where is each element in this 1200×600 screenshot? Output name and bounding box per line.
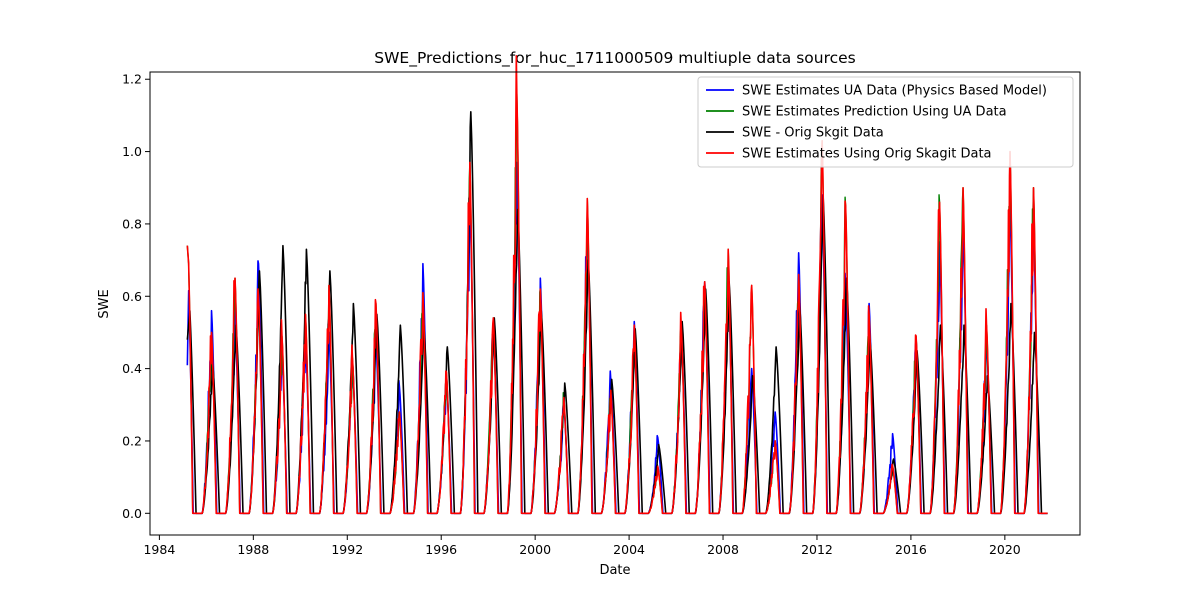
legend-label: SWE Estimates Using Orig Skagit Data [742,147,992,162]
y-axis-label: SWE [97,289,112,318]
y-tick-label: 0.4 [122,361,142,376]
x-tick-label: 2000 [519,542,551,557]
legend: SWE Estimates UA Data (Physics Based Mod… [697,76,1074,168]
y-axis: 0.0 0.2 0.4 0.6 0.8 1.0 1.2 [122,72,150,521]
series-line-4 [186,55,1048,515]
legend-label: SWE Estimates Prediction Using UA Data [742,105,1007,120]
y-tick-label: 1.0 [122,144,142,159]
series-line-3 [186,110,1048,515]
legend-box [697,76,1074,168]
x-tick-label: 1992 [331,542,363,557]
y-tick-label: 1.2 [122,72,142,87]
legend-label: SWE - Orig Skgit Data [742,126,884,141]
y-tick-label: 0.6 [122,289,142,304]
x-tick-label: 1996 [425,542,457,557]
plot-frame [149,71,1081,536]
x-tick-label: 2016 [895,542,927,557]
x-tick-label: 1988 [237,542,269,557]
x-axis-label: Date [599,563,630,578]
x-axis: 1984 1988 1992 1996 2000 2004 2008 2012 2016 2020 [143,535,1021,557]
y-tick-label: 0.8 [122,216,142,231]
chart-title: SWE_Predictions_for_huc_1711000509 multi… [374,49,856,68]
x-tick-label: 2008 [707,542,739,557]
x-tick-label: 2012 [801,542,833,557]
series-layer [186,55,1048,515]
y-tick-label: 0.2 [122,433,142,448]
legend-label: SWE Estimates UA Data (Physics Based Mod… [742,84,1047,99]
x-tick-label: 2020 [989,542,1021,557]
x-tick-label: 1984 [143,542,175,557]
y-tick-label: 0.0 [122,506,142,521]
x-tick-label: 2004 [613,542,645,557]
